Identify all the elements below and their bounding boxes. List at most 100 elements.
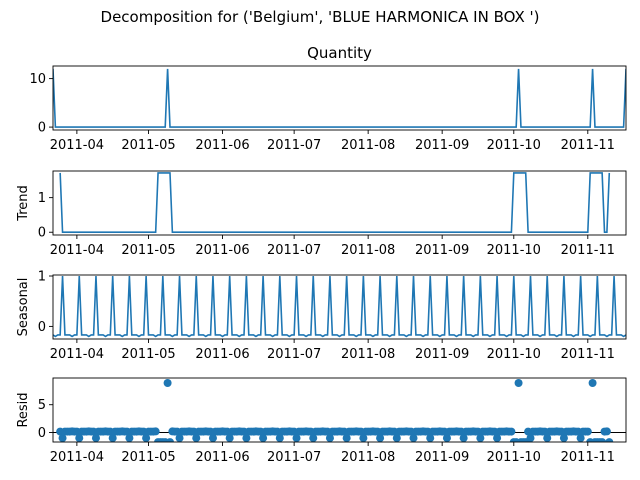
x-tick-label: 2011-09: [415, 243, 469, 258]
resid-point: [442, 434, 451, 442]
panel-4: Resid 0 5 2011-04 2011-05 2011-06 2011-07 2011-…: [16, 377, 627, 465]
resid-point: [476, 434, 485, 442]
panel-1: Quantity 0 10 2011-04 2011-05 2011-06 2011-07 2…: [29, 44, 627, 153]
x-tick-label: 2011-11: [561, 450, 615, 465]
series-line: [53, 68, 626, 128]
resid-point: [275, 434, 284, 442]
resid-point: [588, 379, 597, 388]
x-tick-label: 2011-11: [561, 138, 615, 153]
x-tick-label: 2011-09: [415, 450, 469, 465]
resid-point: [459, 434, 468, 442]
y-axis-label: Seasonal: [16, 278, 31, 337]
y-axis-label: Resid: [16, 392, 31, 427]
y-tick-label: 0: [38, 226, 46, 241]
x-tick-label: 2011-09: [415, 138, 469, 153]
panel-2: Trend 0 1 2011-04 2011-05 2011-06 2011-07 2011-…: [16, 170, 627, 258]
axes-frame: [52, 274, 627, 340]
y-tick-label: 1: [38, 191, 46, 206]
plot-area: [53, 275, 626, 338]
axes-frame: [52, 170, 627, 236]
axes-frame: [52, 377, 627, 443]
seasonal-line: [53, 275, 626, 338]
x-tick-label: 2011-10: [487, 450, 541, 465]
plot-area: [53, 68, 626, 128]
x-tick-label: 2011-04: [50, 138, 104, 153]
resid-point: [426, 434, 435, 442]
resid-point: [576, 434, 585, 442]
resid-point: [259, 434, 268, 442]
resid-point: [242, 434, 251, 442]
x-tick-label: 2011-07: [267, 450, 321, 465]
x-tick-label: 2011-07: [267, 138, 321, 153]
y-tick-label: 0: [38, 121, 46, 136]
resid-point: [543, 434, 552, 442]
axes-frame: [52, 65, 627, 131]
x-tick-label: 2011-07: [267, 347, 321, 362]
y-tick-label: 1: [38, 270, 46, 285]
resid-point: [142, 434, 151, 442]
resid-point: [151, 427, 160, 436]
x-tick-label: 2011-08: [341, 347, 395, 362]
x-tick-label: 2011-08: [341, 450, 395, 465]
resid-point: [583, 427, 592, 436]
resid-point: [325, 434, 334, 442]
resid-point: [175, 434, 184, 442]
resid-point: [75, 434, 84, 442]
panel-3: Seasonal 0 1 2011-04 2011-05 2011-06 2011-07 20…: [16, 270, 627, 362]
x-tick-label: 2011-08: [341, 243, 395, 258]
resid-point: [192, 434, 201, 442]
x-tick-label: 2011-05: [121, 450, 175, 465]
x-tick-label: 2011-11: [561, 243, 615, 258]
y-tick-label: 0: [38, 426, 46, 441]
plot-area: [53, 379, 626, 442]
x-tick-label: 2011-05: [121, 138, 175, 153]
resid-point: [359, 434, 368, 442]
resid-point: [58, 434, 67, 442]
x-tick-label: 2011-10: [487, 347, 541, 362]
figure-suptitle: Decomposition for ('Belgium', 'BLUE HARM…: [101, 8, 540, 26]
resid-point: [559, 434, 568, 442]
resid-point: [125, 434, 134, 442]
resid-point: [514, 379, 523, 388]
resid-point: [507, 427, 516, 436]
resid-point: [605, 438, 614, 442]
x-tick-label: 2011-05: [121, 243, 175, 258]
resid-point: [376, 434, 385, 442]
x-tick-label: 2011-04: [50, 450, 104, 465]
y-tick-label: 10: [29, 72, 46, 87]
x-tick-label: 2011-06: [195, 243, 249, 258]
resid-point: [598, 438, 607, 442]
resid-point: [602, 427, 611, 436]
plot-area: [59, 172, 611, 234]
x-tick-label: 2011-06: [195, 138, 249, 153]
resid-point: [409, 434, 418, 442]
resid-point: [292, 434, 301, 442]
series-line: [59, 172, 611, 234]
panel-title: Quantity: [307, 44, 372, 62]
x-tick-label: 2011-07: [267, 243, 321, 258]
x-tick-label: 2011-11: [561, 347, 615, 362]
x-tick-label: 2011-04: [50, 243, 104, 258]
y-tick-label: 5: [38, 398, 46, 413]
x-tick-label: 2011-10: [487, 138, 541, 153]
resid-point: [208, 434, 217, 442]
resid-point: [342, 434, 351, 442]
resid-point: [165, 438, 174, 442]
x-tick-label: 2011-06: [195, 450, 249, 465]
resid-point: [392, 434, 401, 442]
x-tick-label: 2011-09: [415, 347, 469, 362]
x-tick-label: 2011-06: [195, 347, 249, 362]
resid-point: [225, 434, 234, 442]
x-tick-label: 2011-08: [341, 138, 395, 153]
resid-point: [91, 434, 100, 442]
resid-point: [526, 434, 535, 442]
x-tick-label: 2011-05: [121, 347, 175, 362]
resid-point: [493, 434, 502, 442]
x-tick-label: 2011-10: [487, 243, 541, 258]
resid-point: [163, 379, 172, 388]
resid-point: [108, 434, 117, 442]
x-tick-label: 2011-04: [50, 347, 104, 362]
